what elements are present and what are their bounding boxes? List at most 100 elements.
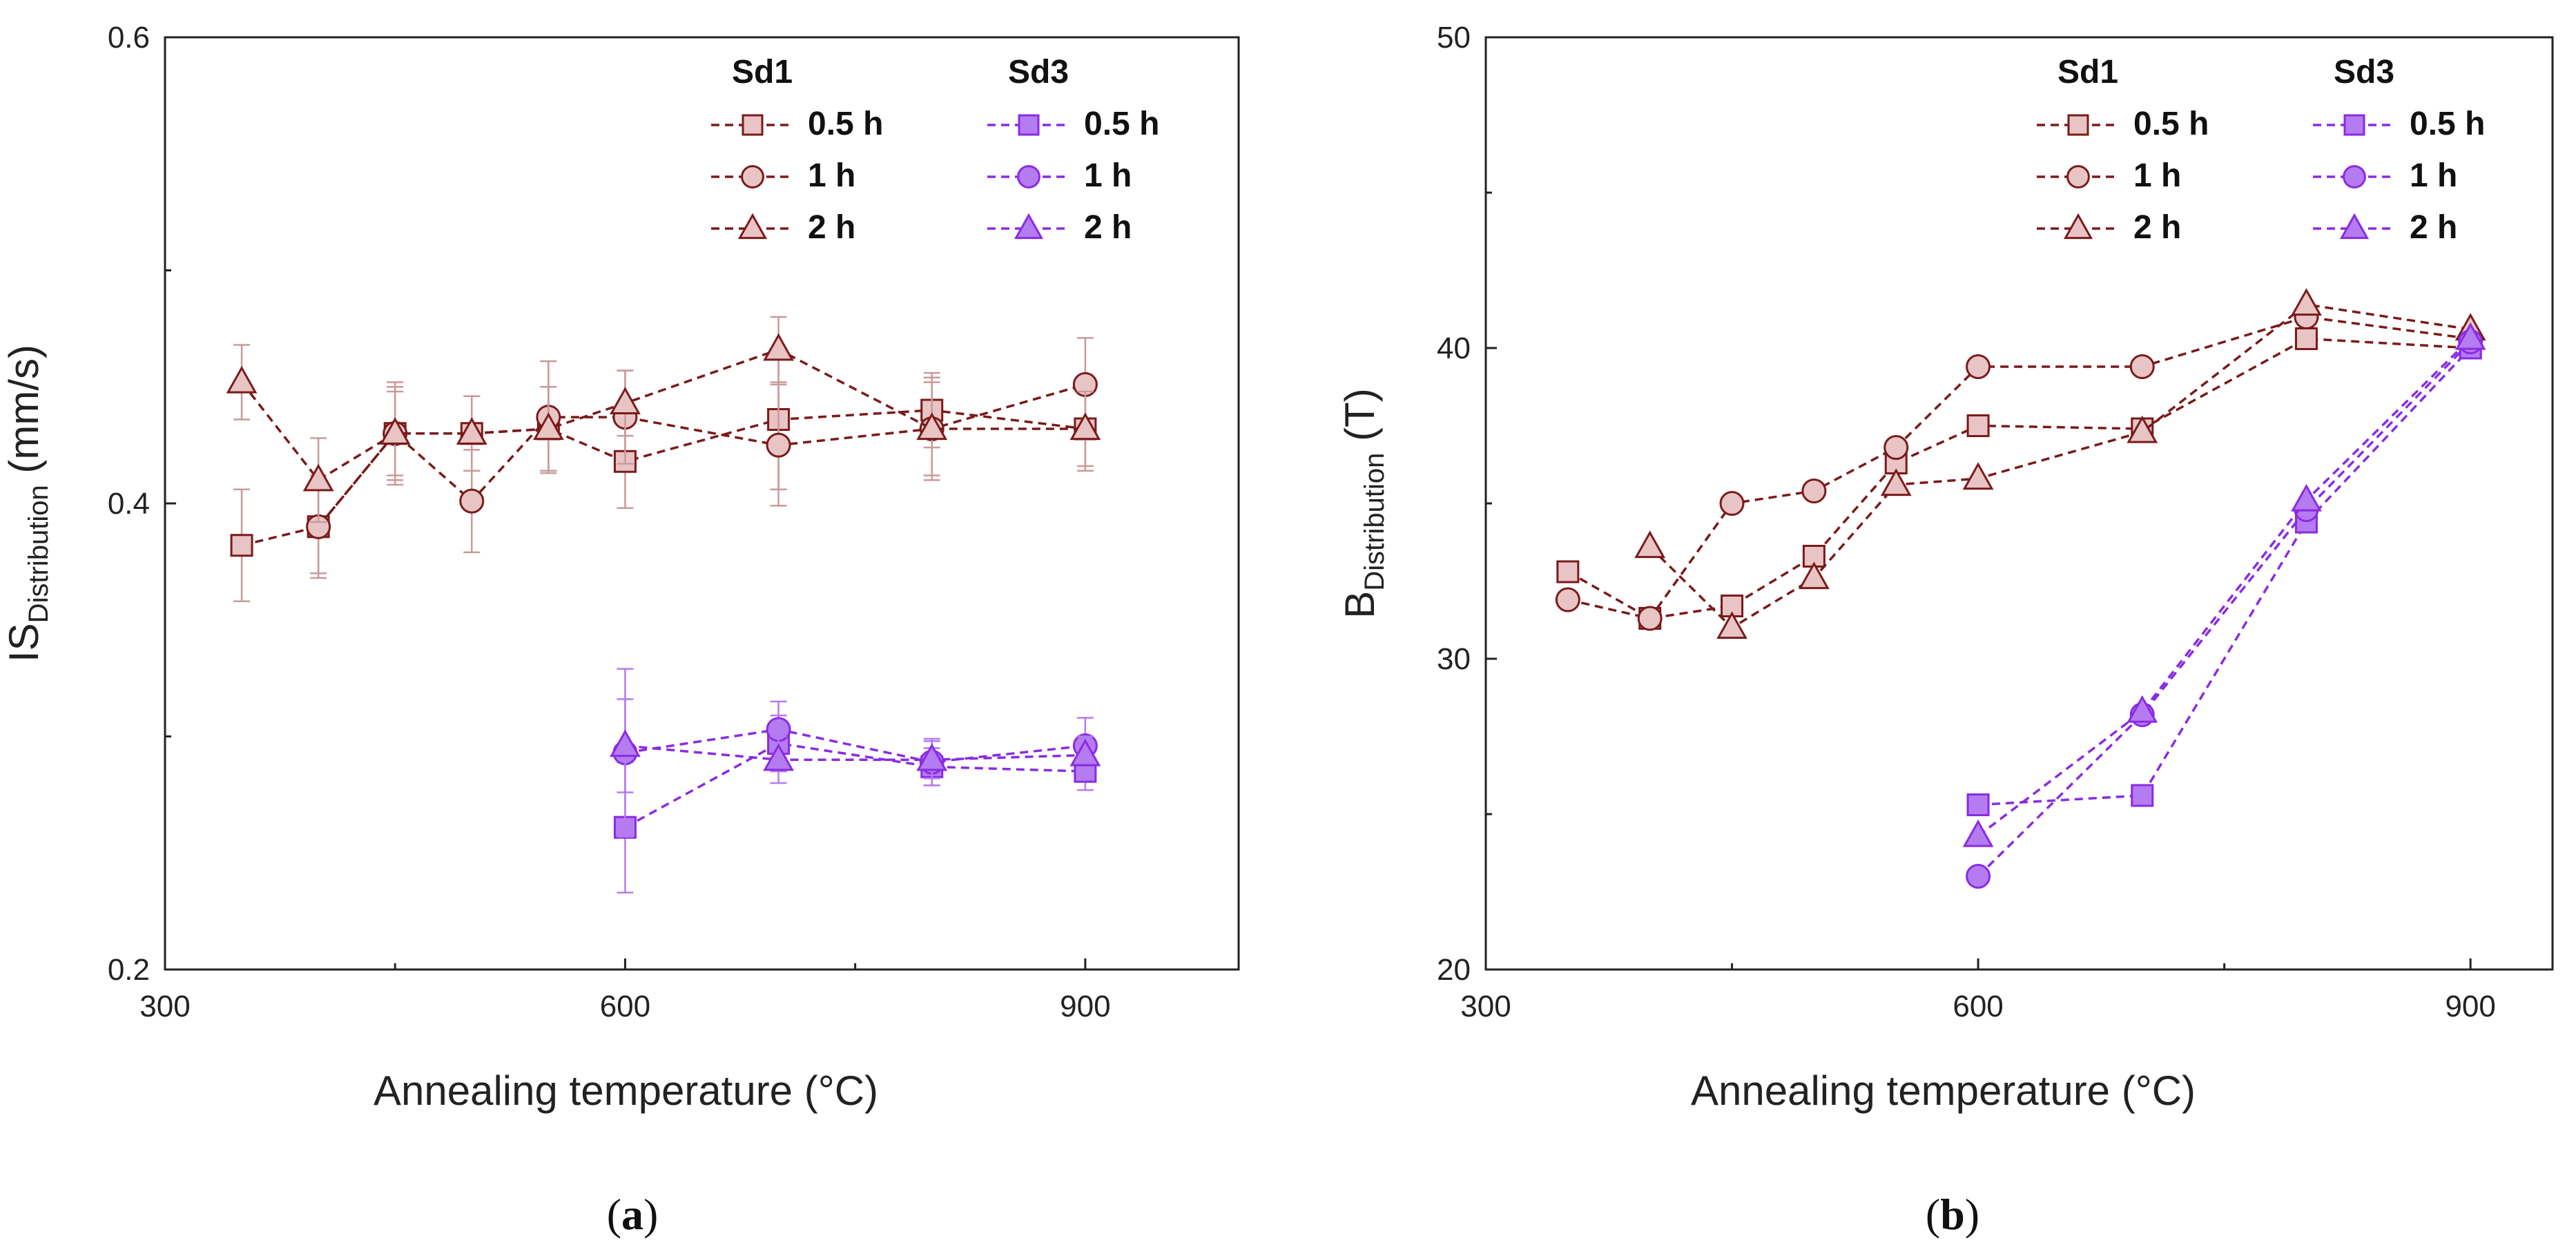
- y-tick-label: 40: [1437, 331, 1471, 365]
- data-point: [2127, 415, 2158, 443]
- y-axis-title-unit: (T): [1337, 388, 1383, 452]
- y-axis-title: ISDistribution (mm/s): [1, 345, 54, 662]
- data-point: [916, 412, 948, 441]
- data-point: [1069, 412, 1101, 441]
- series-line: [241, 409, 1086, 547]
- data-point: [1966, 354, 1991, 379]
- plot-frame: [164, 36, 1240, 971]
- panel-label-letter: b: [1940, 1190, 1965, 1239]
- series-sd3-2-h: [1962, 322, 2486, 847]
- data-point: [610, 387, 641, 415]
- legend-label: 1 h: [2133, 157, 2181, 194]
- legend-marker: [2063, 213, 2093, 240]
- series-sd1-1-h: [1555, 305, 2483, 631]
- x-tick-label: 300: [139, 990, 190, 1023]
- panel-b: 300 600 900 20 30 40 50 Annealing temperature (…: [1337, 21, 2554, 1239]
- series-sd3-05-h: [613, 714, 1097, 894]
- data-point: [2294, 327, 2318, 350]
- legend-label: 1 h: [2410, 157, 2457, 194]
- series-line: [1977, 347, 2472, 807]
- data-point: [2291, 483, 2322, 512]
- data-point: [1966, 793, 1990, 816]
- x-axis-title: Annealing temperature (°C): [1691, 1068, 2196, 1114]
- y-tick-label: 0.6: [108, 21, 150, 55]
- data-point: [379, 416, 411, 445]
- series-line: [1977, 338, 2472, 837]
- data-point: [1634, 530, 1666, 559]
- x-tick-label: 600: [600, 990, 650, 1023]
- data-point: [2291, 288, 2322, 316]
- data-point: [610, 729, 641, 758]
- legend-marker: [741, 165, 764, 189]
- legend-label: 0.5 h: [2133, 106, 2209, 142]
- series-line: [625, 728, 1086, 764]
- data-point: [1801, 479, 1827, 503]
- legend-marker: [742, 114, 764, 136]
- y-axis-title-subscript: Distribution: [23, 485, 54, 623]
- data-point: [1069, 738, 1101, 766]
- data-point: [230, 534, 253, 557]
- data-point: [226, 365, 258, 394]
- data-point: [1637, 606, 1663, 631]
- series-sd3-1-h: [1966, 329, 2483, 889]
- x-tick-label: 900: [1060, 990, 1110, 1023]
- legend-label: 2 h: [2410, 209, 2457, 246]
- series-line: [1977, 340, 2472, 878]
- y-tick-label: 20: [1437, 953, 1471, 987]
- legend-label: 1 h: [1084, 157, 1132, 194]
- series-line: [240, 348, 1085, 482]
- data-point: [2129, 354, 2155, 379]
- legend-label: 0.5 h: [808, 106, 883, 142]
- series-line: [1649, 303, 2471, 630]
- legend-label: 0.5 h: [2410, 106, 2485, 142]
- legend-group-sd3: Sd3: [2334, 54, 2394, 90]
- panel-label-letter: a: [621, 1190, 643, 1239]
- data-point: [766, 432, 791, 458]
- data-point: [1880, 468, 1912, 496]
- data-point: [1716, 611, 1747, 639]
- data-point: [1883, 435, 1909, 460]
- data-point: [1798, 561, 1830, 590]
- legend-marker: [737, 213, 768, 240]
- legend-label: 2 h: [1084, 209, 1132, 246]
- data-point: [1966, 414, 1990, 437]
- legend-label: 2 h: [2133, 209, 2181, 246]
- data-point: [456, 416, 487, 445]
- x-tick-label: 900: [2445, 990, 2495, 1023]
- y-tick-label: 0.4: [108, 487, 150, 521]
- data-point: [763, 743, 794, 771]
- legend-marker: [2343, 165, 2366, 189]
- data-point: [916, 743, 948, 771]
- series-line: [625, 744, 1085, 761]
- series-sd1-05-h: [230, 349, 1097, 602]
- data-point: [1719, 491, 1745, 516]
- y-axis-title-subscript: Distribution: [1359, 453, 1390, 591]
- legend-marker: [1018, 114, 1040, 136]
- x-axis-title: Annealing temperature (°C): [374, 1068, 878, 1114]
- legend: Sd1 Sd3 0.5 h 1 h 2 h 0.5 h 1 h 2 h: [2037, 54, 2485, 246]
- data-point: [1962, 462, 1994, 490]
- series-sd3-05-h: [1966, 336, 2482, 816]
- legend-marker: [2339, 213, 2370, 240]
- series-sd1-05-h: [1556, 327, 2482, 630]
- data-point: [302, 463, 334, 492]
- legend-marker: [1017, 165, 1040, 189]
- plot-frame: [1484, 36, 2554, 971]
- legend-label: 2 h: [808, 209, 855, 246]
- series-sd1-2-h: [226, 316, 1101, 523]
- legend: Sd1 Sd3 0.5 h 1 h 2 h 0.5 h 1 h 2 h: [711, 54, 1159, 246]
- data-point: [459, 488, 485, 514]
- panel-label: (b): [1926, 1190, 1979, 1239]
- y-axis-title-main: B: [1337, 591, 1383, 619]
- panel-a: 300 600 900 0.2 0.4 0.6 Annealing temperature …: [1, 21, 1240, 1239]
- legend-marker: [2066, 165, 2090, 189]
- y-axis-title-main: IS: [1, 623, 47, 662]
- panel-label: (a): [607, 1190, 659, 1239]
- series-line: [1567, 337, 2471, 620]
- series-sd3-2-h: [610, 698, 1101, 793]
- legend-group-sd1: Sd1: [2057, 54, 2118, 90]
- series-line: [624, 742, 1085, 829]
- legend-label: 1 h: [808, 157, 855, 194]
- x-tick-label: 300: [1460, 990, 1511, 1023]
- series-sd1-1-h: [306, 337, 1098, 575]
